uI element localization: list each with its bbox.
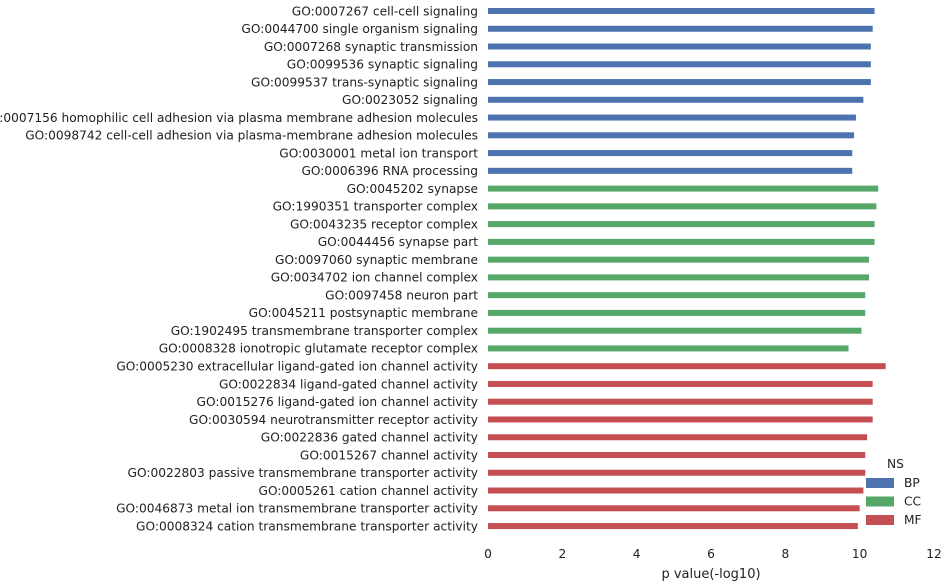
bar-go-0005261	[488, 487, 864, 494]
bar-go-0043235	[488, 221, 875, 228]
bar-go-0015267	[488, 452, 866, 458]
category-label: GO:0099537 trans-synaptic signaling	[251, 75, 478, 89]
bar-go-0022836	[488, 434, 868, 441]
category-label: GO:0008328 ionotropic glutamate receptor…	[159, 342, 478, 356]
category-label: GO:0045211 postsynaptic membrane	[249, 306, 478, 320]
bar-go-1902495	[488, 327, 862, 334]
category-label: GO:0045202 synapse	[347, 182, 478, 196]
bar-go-0097060	[488, 256, 869, 263]
category-label: GO:0043235 receptor complex	[290, 217, 478, 231]
x-tick-label: 8	[781, 547, 789, 561]
legend-title: NS	[887, 457, 904, 471]
bar-go-0046873	[488, 505, 860, 512]
legend-label-bp: BP	[904, 476, 920, 490]
category-label: GO:0005230 extracellular ligand-gated io…	[116, 360, 478, 374]
bar-go-0099537	[488, 79, 871, 86]
category-label: GO:0044700 single organism signaling	[241, 22, 478, 36]
category-label: GO:0022834 ligand-gated channel activity	[219, 377, 478, 391]
category-label: GO:0015276 ligand-gated ion channel acti…	[197, 395, 478, 409]
bar-go-0030001	[488, 150, 853, 157]
bar-go-0034702	[488, 274, 869, 281]
bar-go-0030594	[488, 416, 873, 423]
category-label: GO:0006396 RNA processing	[301, 164, 478, 178]
category-label: GO:0046873 metal ion transmembrane trans…	[116, 502, 478, 516]
x-tick-label: 6	[707, 547, 715, 561]
bar-go-0007267	[488, 8, 875, 14]
legend-label-cc: CC	[904, 495, 921, 509]
x-tick-label: 4	[633, 547, 641, 561]
x-tick-label: 0	[484, 547, 492, 561]
category-label: GO:0007156 homophilic cell adhesion via …	[0, 111, 478, 125]
legend-label-mf: MF	[904, 513, 922, 527]
bar-go-1990351	[488, 203, 877, 210]
x-tick-label: 2	[558, 547, 566, 561]
bars-layer	[488, 8, 886, 530]
bar-go-0008324	[488, 523, 858, 530]
x-tick-label: 10	[852, 547, 868, 561]
category-label: GO:0044456 synapse part	[318, 235, 479, 249]
legend-swatch-cc	[866, 496, 894, 507]
bar-go-0006396	[488, 167, 853, 174]
category-labels: GO:0007267 cell-cell signaling GO:0044700…	[0, 4, 478, 533]
bar-go-0023052	[488, 96, 864, 103]
category-label: GO:1990351 transporter complex	[273, 200, 478, 214]
category-label: GO:0015267 channel activity	[300, 448, 478, 462]
legend-swatch-bp	[866, 478, 894, 488]
category-label: GO:0007267 cell-cell signaling	[292, 4, 478, 18]
category-label: GO:0097060 synaptic membrane	[275, 253, 478, 267]
category-label: GO:0098742 cell-cell adhesion via plasma…	[25, 129, 478, 143]
x-axis: 0 2 4 6 8 10 12	[484, 547, 942, 561]
bar-go-0045202	[488, 185, 879, 192]
x-axis-title: p value(-log10)	[661, 567, 760, 582]
legend-swatch-mf	[866, 515, 894, 525]
x-tick-label: 12	[926, 547, 942, 561]
bar-go-0008328	[488, 345, 849, 352]
bar-go-0022803	[488, 469, 866, 476]
category-label: GO:0022803 passive transmembrane transpo…	[128, 466, 478, 480]
bar-go-0005230	[488, 363, 886, 370]
bar-go-0007156	[488, 114, 856, 121]
category-label: GO:0005261 cation channel activity	[259, 484, 479, 498]
bar-go-0097458	[488, 292, 866, 299]
bar-go-0045211	[488, 309, 866, 316]
category-label: GO:0007268 synaptic transmission	[264, 40, 478, 54]
category-label: GO:0023052 signaling	[342, 93, 478, 107]
category-label: GO:0030594 neurotransmitter receptor act…	[189, 413, 478, 427]
legend: NS BP CC MF	[866, 457, 922, 527]
bar-go-0099536	[488, 61, 871, 68]
category-label: GO:0099536 synaptic signaling	[287, 58, 478, 72]
category-label: GO:0030001 metal ion transport	[279, 146, 478, 160]
bar-go-0007268	[488, 43, 871, 50]
category-label: GO:0097458 neuron part	[325, 288, 478, 302]
bar-go-0098742	[488, 132, 855, 139]
category-label: GO:0022836 gated channel activity	[261, 431, 478, 445]
category-label: GO:0034702 ion channel complex	[271, 271, 478, 285]
bar-go-0044700	[488, 25, 873, 32]
bar-go-0015276	[488, 398, 873, 405]
category-label: GO:1902495 transmembrane transporter com…	[171, 324, 478, 338]
category-label: GO:0008324 cation transmembrane transpor…	[136, 519, 478, 533]
bar-go-0044456	[488, 238, 875, 245]
bar-go-0022834	[488, 380, 873, 387]
